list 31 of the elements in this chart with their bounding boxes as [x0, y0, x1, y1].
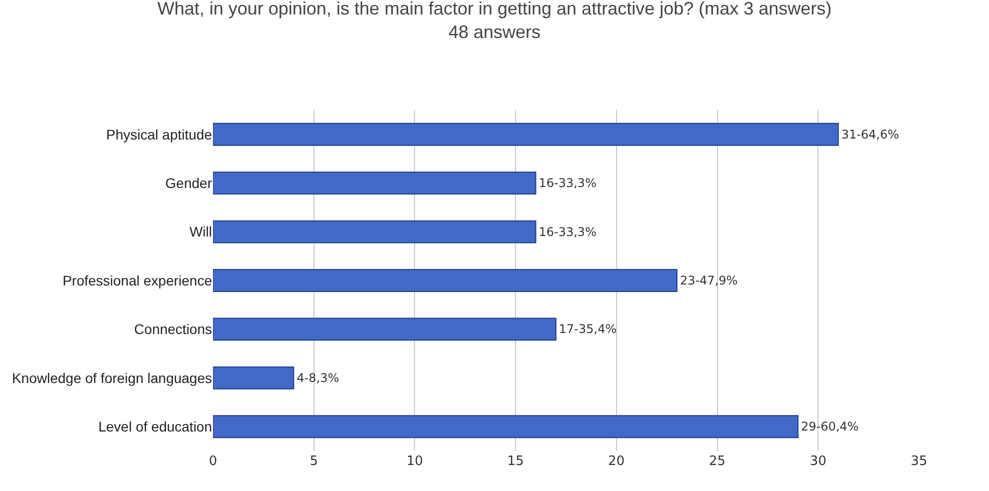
y-tick-label: Will [189, 224, 212, 240]
bar [213, 415, 798, 438]
data-label: 29-60,4% [800, 420, 859, 434]
data-label: 31-64,6% [841, 127, 900, 142]
bar [213, 269, 678, 292]
bar [213, 366, 294, 390]
x-tick-label: 15 [507, 454, 524, 469]
y-tick-label: Physical aptitude [106, 126, 212, 142]
x-tick-label: 35 [910, 454, 928, 469]
y-tick-label: Connections [134, 321, 212, 338]
chart-title: What, in your opinion, is the main factor in getting an attractive job? (max 3 answers) [157, 0, 832, 19]
data-label: 23-47,9% [680, 274, 738, 288]
y-tick-label: Knowledge of foreign languages [12, 370, 212, 386]
x-tick-label: 25 [709, 454, 726, 469]
x-tick-label: 10 [406, 454, 423, 469]
bar [213, 172, 536, 195]
data-label: 4-8,3% [296, 370, 340, 385]
bar [213, 122, 839, 146]
y-tick-label: Gender [165, 174, 212, 191]
x-tick-label: 5 [310, 454, 318, 469]
x-tick-label: 20 [608, 454, 625, 469]
y-tick-label: Professional experience [62, 272, 212, 288]
x-tick-label: 0 [208, 454, 218, 469]
x-tick-label: 30 [810, 454, 826, 469]
chart-subtitle: 48 answers [448, 22, 541, 42]
data-label: 17-35,4% [558, 322, 617, 336]
data-label: 16-33,3% [538, 224, 596, 239]
bar [213, 318, 556, 341]
data-label: 16-33,3% [538, 176, 596, 190]
y-tick-label: Level of education [98, 418, 212, 435]
bar [213, 220, 536, 244]
